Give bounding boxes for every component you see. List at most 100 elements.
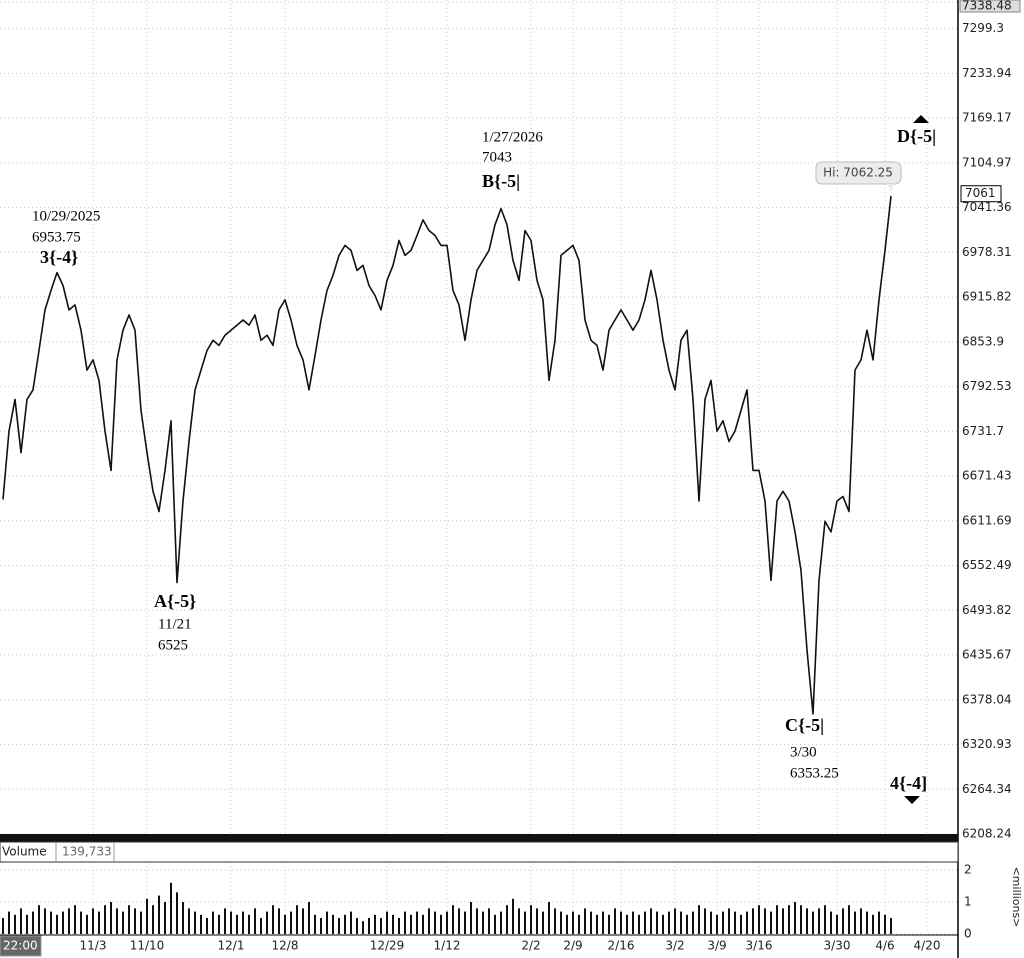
volume-bar <box>128 905 130 934</box>
volume-bar <box>464 911 466 934</box>
x-tick-label: 3/2 <box>665 939 684 953</box>
volume-bar <box>452 905 454 934</box>
volume-bar <box>440 914 442 934</box>
volume-bar <box>800 905 802 934</box>
volume-bar <box>608 914 610 934</box>
y-tick-label: 6320.93 <box>962 737 1012 751</box>
volume-bar <box>704 908 706 934</box>
volume-value: 139,733 <box>62 845 112 859</box>
volume-bar <box>152 905 154 934</box>
y-tick-label: 7338.48 <box>962 0 1012 13</box>
volume-bar <box>680 911 682 934</box>
volume-bar <box>350 911 352 934</box>
x-tick-label: 11/3 <box>80 939 107 953</box>
volume-bar <box>266 911 268 934</box>
volume-bar <box>644 911 646 934</box>
y-tick-label: 6915.82 <box>962 290 1012 304</box>
volume-bar <box>284 914 286 934</box>
volume-bar <box>338 918 340 934</box>
volume-bar <box>866 911 868 934</box>
y-tick-label: 6264.34 <box>962 782 1012 796</box>
annotation-price: 7043 <box>482 149 512 165</box>
y-tick-label: 6611.69 <box>962 513 1012 527</box>
volume-bar <box>620 911 622 934</box>
volume-bar <box>794 902 796 934</box>
volume-bar <box>20 908 22 934</box>
y-tick-label: 6671.43 <box>962 469 1012 483</box>
volume-bar <box>458 908 460 934</box>
volume-bar <box>218 914 220 934</box>
volume-bar <box>200 914 202 934</box>
annotation-price: 6353.25 <box>790 765 839 781</box>
volume-bar <box>860 908 862 934</box>
volume-bar <box>734 911 736 934</box>
volume-bar <box>290 911 292 934</box>
volume-bar <box>512 898 514 934</box>
volume-bar <box>572 911 574 934</box>
time-box <box>0 935 42 957</box>
volume-bar <box>848 905 850 934</box>
volume-bar <box>824 905 826 934</box>
annotation-label: B{-5| <box>482 171 520 191</box>
volume-bar <box>434 911 436 934</box>
volume-bar <box>698 905 700 934</box>
y-tick-label: 6792.53 <box>962 379 1012 393</box>
x-tick-label: 2/16 <box>608 939 635 953</box>
volume-bar <box>830 911 832 934</box>
volume-bar <box>602 911 604 934</box>
annotation-label: 3{-4} <box>40 247 78 267</box>
volume-bar <box>242 911 244 934</box>
x-tick-label: 12/1 <box>218 939 245 953</box>
volume-bar <box>446 911 448 934</box>
volume-bar <box>374 914 376 934</box>
volume-bar <box>650 908 652 934</box>
volume-bar <box>626 914 628 934</box>
volume-bar <box>392 914 394 934</box>
annotation-date: 10/29/2025 <box>32 208 100 224</box>
volume-bar <box>782 908 784 934</box>
x-tick-label: 22:00 <box>3 939 38 953</box>
volume-bar <box>206 918 208 934</box>
volume-bar <box>44 908 46 934</box>
last-price-box <box>960 185 1002 203</box>
volume-bar <box>38 905 40 934</box>
volume-bar <box>92 908 94 934</box>
last-price: 7061 <box>965 186 996 200</box>
volume-bar <box>398 918 400 934</box>
tick-box <box>959 0 1021 13</box>
volume-bar <box>722 911 724 934</box>
volume-bar <box>548 902 550 934</box>
price-line <box>2 195 892 715</box>
annotation-date: 1/27/2026 <box>482 129 543 145</box>
volume-bar <box>596 914 598 934</box>
volume-bar <box>116 908 118 934</box>
volume-bar <box>356 918 358 934</box>
x-tick-label: 12/29 <box>370 939 405 953</box>
x-tick-label: 3/30 <box>824 939 851 953</box>
high-pointer <box>886 184 893 192</box>
volume-bar <box>836 914 838 934</box>
volume-bar <box>584 908 586 934</box>
volume-tick-label: 1 <box>964 895 972 909</box>
up-marker <box>913 115 929 123</box>
volume-header <box>0 841 959 863</box>
volume-bar <box>770 911 772 934</box>
volume-bar <box>14 914 16 934</box>
volume-bar <box>122 911 124 934</box>
volume-bar <box>212 911 214 934</box>
annotation-date: 11/21 <box>158 616 192 632</box>
volume-bar <box>410 914 412 934</box>
volume-bar <box>890 918 892 934</box>
volume-bar <box>632 911 634 934</box>
y-tick-label: 7041.36 <box>962 200 1012 214</box>
volume-bar <box>878 911 880 934</box>
volume-bar <box>182 902 184 934</box>
volume-bar <box>854 911 856 934</box>
y-tick-label: 6435.67 <box>962 648 1012 662</box>
volume-bar <box>380 918 382 934</box>
y-tick-label: 7169.17 <box>962 111 1012 125</box>
volume-bar <box>62 911 64 934</box>
volume-bar <box>614 908 616 934</box>
volume-bar <box>806 908 808 934</box>
y-tick-label: 6731.7 <box>962 424 1004 438</box>
